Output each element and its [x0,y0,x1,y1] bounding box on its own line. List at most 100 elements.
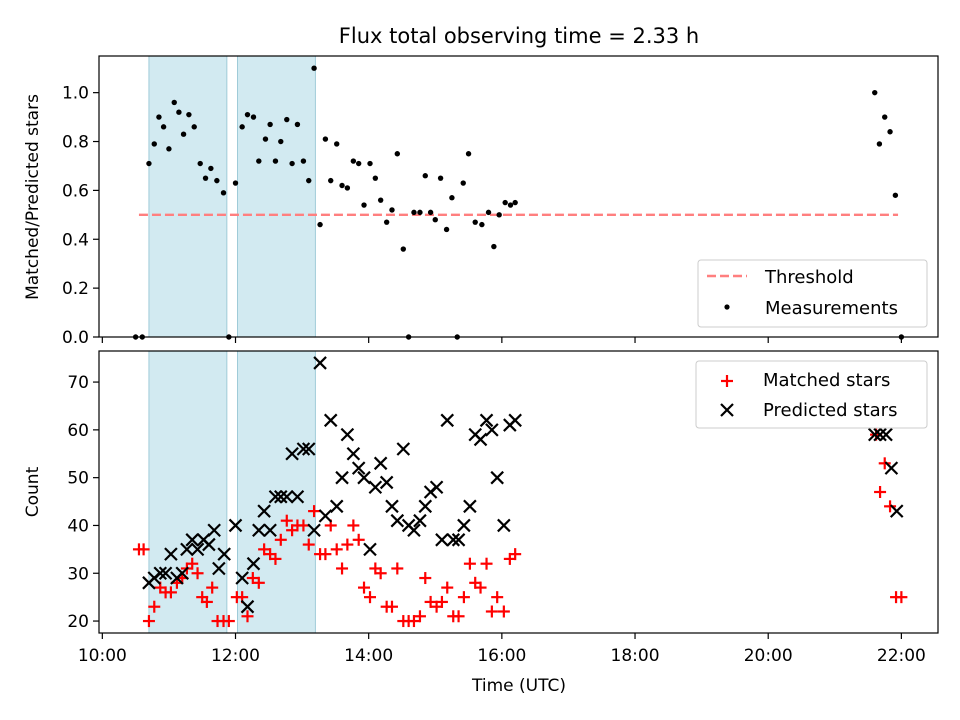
predicted-star-point [190,542,205,557]
matched-star-point [419,572,432,585]
measurement-point [289,160,295,167]
measurement-point [256,158,262,164]
top-axes-frame [98,55,939,338]
measurement-point [156,114,162,120]
top-y-tick-label: 0.6 [62,181,89,201]
matched-star-point [441,581,454,594]
x-tick-label: 16:00 [477,646,526,666]
measurement-point [367,160,373,167]
predicted-star-point [889,504,904,518]
top-y-tick-label: 0.0 [62,328,89,348]
matched-star-point [280,514,293,527]
matched-star-point [391,562,404,575]
predicted-star-point [368,480,383,494]
measurement-point [214,177,220,184]
measurement-point [411,209,417,216]
top-y-tick-label: 0.2 [62,279,89,299]
bottom-axes-frame [98,350,939,634]
predicted-star-point [228,518,243,533]
bottom-y-tick-label: 20 [67,612,89,632]
measurement-point [244,111,251,118]
predicted-star-point [508,413,522,428]
matched-star-point [308,505,321,518]
chart-title: Flux total observing time = 2.33 h [339,24,699,48]
matched-star-point [895,591,908,604]
measurement-point [334,141,340,147]
measurement-point [262,136,269,142]
measurement-point [146,160,152,167]
measurement-point [328,177,334,184]
measurement-point [267,121,273,128]
predicted-star-point [217,547,231,561]
measurement-point [479,221,485,228]
bottom-y-tick-label: 70 [67,373,89,393]
measurement-point [191,124,197,130]
measurement-point [377,197,384,203]
predicted-star-point [379,475,394,490]
predicted-legend-swatch [720,403,734,417]
matched-star-point [319,548,332,561]
predicted-star-point [240,599,255,614]
measurement-point [186,111,192,118]
predicted-star-point [867,427,882,442]
matched-star-point [347,519,360,532]
measurement-point [491,243,497,250]
measurement-point [427,209,434,216]
measurement-point [882,114,888,120]
measurement-point [151,141,157,147]
measurement-point [443,226,450,233]
predicted-star-point [497,518,511,533]
measurement-point [507,202,514,208]
predicted-star-point [202,537,216,552]
measurement-point [339,182,345,189]
measurement-point [294,121,301,128]
measurement-point [171,99,177,106]
predicted-legend-label: Predicted stars [763,400,897,421]
measurement-point [311,65,317,71]
measurement-point [465,151,472,157]
bottom-y-ticks: 20 30 40 50 60 70 [67,373,99,632]
predicted-star-point [457,518,471,533]
matched-star-point [252,576,265,589]
top-y-tick-label: 0.4 [62,230,89,250]
measurement-point [394,151,401,157]
predicted-star-point [268,490,283,504]
measurement-point [437,175,444,181]
measurement-point [460,180,466,186]
matched-star-point [341,538,354,551]
matched-legend-label: Matched stars [763,370,890,391]
matched-star-point [457,591,470,604]
predicted-star-point [490,470,504,485]
predicted-star-point [357,470,371,485]
predicted-star-point [307,523,321,538]
top-shaded-interval-0 [148,55,228,338]
matched-star-point [874,486,887,498]
measurement-point [317,221,323,228]
x-tick-label: 18:00 [611,646,660,666]
top-panel: 0.0 0.2 0.4 0.6 0.8 1.0 Matched/Predicted sta… [23,55,939,348]
predicted-star-point [435,533,449,547]
matched-star-point [509,548,522,561]
matched-star-point [186,557,199,570]
top-y-tick-label: 0.8 [62,133,89,153]
measurement-point [176,109,182,115]
matched-star-point [352,533,365,546]
matched-star-point [385,600,398,613]
matched-star-point [206,581,219,594]
measurement-point [876,141,883,147]
matched-star-point [241,610,254,623]
measurement-point [887,129,893,135]
matched-star-point [374,567,387,580]
matched-star-point [302,538,315,551]
matched-star-point [274,533,287,546]
predicted-star-point [385,499,399,514]
measurement-point [322,136,329,142]
measurement-point [350,158,357,164]
predicted-star-point [175,566,190,581]
predicted-star-point [274,490,288,504]
bottom-data-marks [132,356,908,628]
predicted-star-point [185,533,200,547]
predicted-star-point [296,442,311,456]
measurement-point [496,212,502,218]
